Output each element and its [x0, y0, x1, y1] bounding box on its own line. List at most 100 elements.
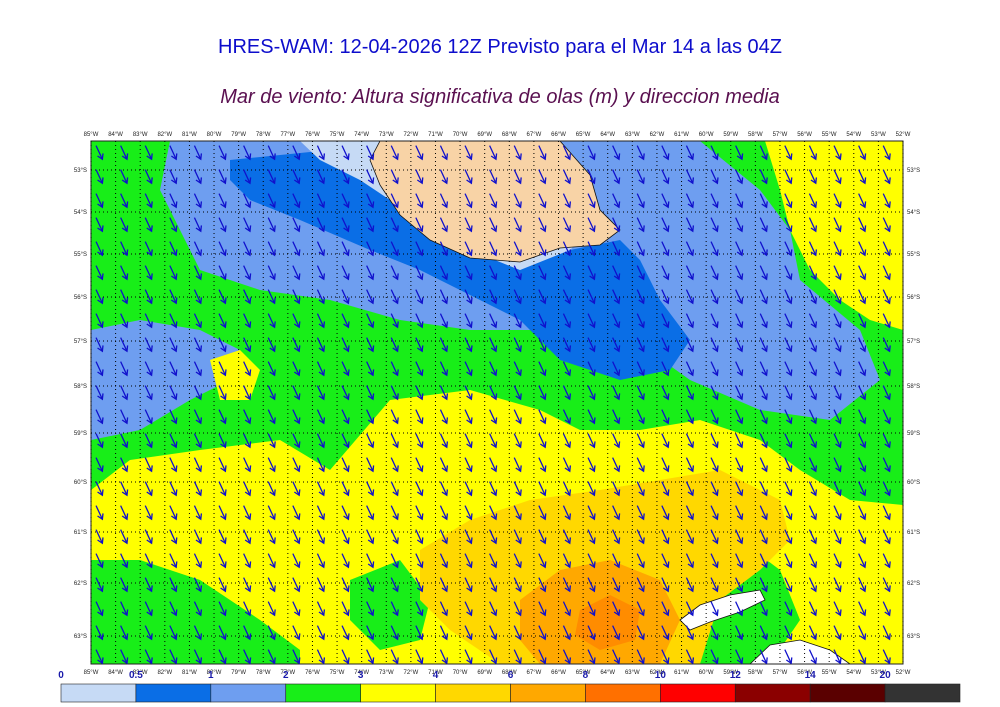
- wave-arrow: [612, 385, 621, 401]
- wave-arrow: [735, 409, 744, 425]
- wave-arrow: [267, 649, 276, 665]
- wave-arrow: [784, 313, 793, 329]
- wave-arrow: [587, 361, 596, 377]
- lat-label-right: 57°S: [907, 339, 920, 345]
- wave-arrow: [243, 337, 252, 353]
- wave-arrow: [735, 361, 744, 377]
- wave-arrow: [833, 193, 842, 209]
- wave-arrow: [710, 505, 719, 521]
- wave-arrow: [710, 217, 719, 233]
- wave-arrow: [415, 409, 424, 425]
- wave-arrow: [710, 409, 719, 425]
- wave-arrow: [685, 553, 695, 569]
- wave-arrow: [833, 577, 842, 593]
- wave-arrow: [710, 361, 719, 377]
- wave-arrow: [439, 529, 449, 545]
- lon-label-bottom: 70°W: [453, 670, 468, 676]
- wave-arrow: [759, 481, 768, 497]
- wave-arrow: [735, 505, 744, 521]
- wave-arrow: [489, 265, 498, 281]
- wave-arrow: [366, 241, 375, 257]
- wave-arrow: [784, 481, 793, 497]
- wave-arrow: [808, 409, 818, 425]
- wave-arrow: [341, 433, 350, 449]
- wave-arrow: [390, 601, 399, 617]
- lon-label-bottom: 81°W: [182, 670, 197, 676]
- wave-arrow: [612, 649, 621, 665]
- wave-arrow: [882, 481, 891, 497]
- latitude-labels: 53°S 53°S 54°S 54°S 55°S 55°S 56°S 56°S 57°S 57°S…: [74, 168, 920, 640]
- lon-label-top: 81°W: [182, 132, 197, 138]
- wave-arrow: [316, 145, 326, 161]
- wave-arrow: [439, 433, 449, 449]
- wave-arrow: [759, 361, 768, 377]
- lon-label-top: 52°W: [896, 132, 911, 138]
- wave-arrow: [636, 433, 645, 449]
- wave-arrow: [366, 433, 375, 449]
- colorbar-tick-label: 3: [358, 670, 364, 681]
- wave-arrow: [341, 457, 350, 473]
- wave-arrow: [415, 217, 424, 233]
- wave-arrow: [292, 385, 301, 401]
- wave-arrow: [341, 601, 350, 617]
- colorbar-swatch: [360, 683, 436, 703]
- wave-arrow: [144, 241, 153, 257]
- wave-arrow: [341, 289, 350, 305]
- wave-arrow: [808, 217, 818, 233]
- wave-arrow: [808, 193, 818, 209]
- wave-arrow: [784, 193, 793, 209]
- wave-arrow: [95, 193, 104, 209]
- wave-arrow: [808, 169, 818, 185]
- wave-arrow: [144, 361, 153, 377]
- wave-arrow: [144, 625, 153, 641]
- wave-arrow: [366, 217, 375, 233]
- wave-arrow: [587, 265, 596, 281]
- wave-arrow: [390, 313, 399, 329]
- wave-arrow: [193, 217, 203, 233]
- wave-arrow: [218, 649, 227, 665]
- wave-arrow: [489, 409, 498, 425]
- wave-arrow: [784, 457, 793, 473]
- wave-arrow: [292, 529, 301, 545]
- wave-arrow: [243, 457, 252, 473]
- lon-label-bottom: 73°W: [379, 670, 394, 676]
- wave-arrow: [292, 649, 301, 665]
- wave-arrow: [218, 601, 227, 617]
- wave-arrow: [562, 217, 572, 233]
- wave-arrow: [439, 625, 449, 641]
- colorbar-swatch: [510, 683, 586, 703]
- wave-arrow: [587, 625, 596, 641]
- wave-arrow: [489, 169, 498, 185]
- wave-arrow: [120, 193, 129, 209]
- wave-arrow: [193, 265, 203, 281]
- wave-arrow: [808, 601, 818, 617]
- wave-arrow: [144, 193, 153, 209]
- lat-label-left: 63°S: [74, 634, 87, 640]
- lon-label-top: 74°W: [354, 132, 369, 138]
- wave-arrow: [587, 529, 596, 545]
- lon-label-bottom: 53°W: [871, 670, 886, 676]
- wave-arrow: [882, 241, 891, 257]
- wave-arrow: [858, 625, 867, 641]
- wave-arrow: [562, 625, 572, 641]
- wave-arrow: [95, 169, 104, 185]
- wave-arrow: [292, 457, 301, 473]
- wave-arrow: [193, 457, 203, 473]
- wave-arrow: [513, 505, 522, 521]
- wave-arrow: [735, 265, 744, 281]
- wave-arrow: [538, 361, 547, 377]
- wave-arrow: [218, 289, 227, 305]
- wave-arrow: [243, 625, 252, 641]
- wave-arrow: [292, 361, 301, 377]
- wave-arrow: [390, 409, 399, 425]
- wave-arrow: [267, 481, 276, 497]
- wave-arrow: [661, 505, 670, 521]
- wave-arrow: [513, 265, 522, 281]
- lon-label-top: 80°W: [207, 132, 222, 138]
- wave-arrow: [636, 625, 645, 641]
- lon-label-top: 72°W: [404, 132, 419, 138]
- wave-arrow: [587, 337, 596, 353]
- wave-arrow: [415, 625, 424, 641]
- wave-arrow: [808, 145, 818, 161]
- wave-arrow: [464, 505, 473, 521]
